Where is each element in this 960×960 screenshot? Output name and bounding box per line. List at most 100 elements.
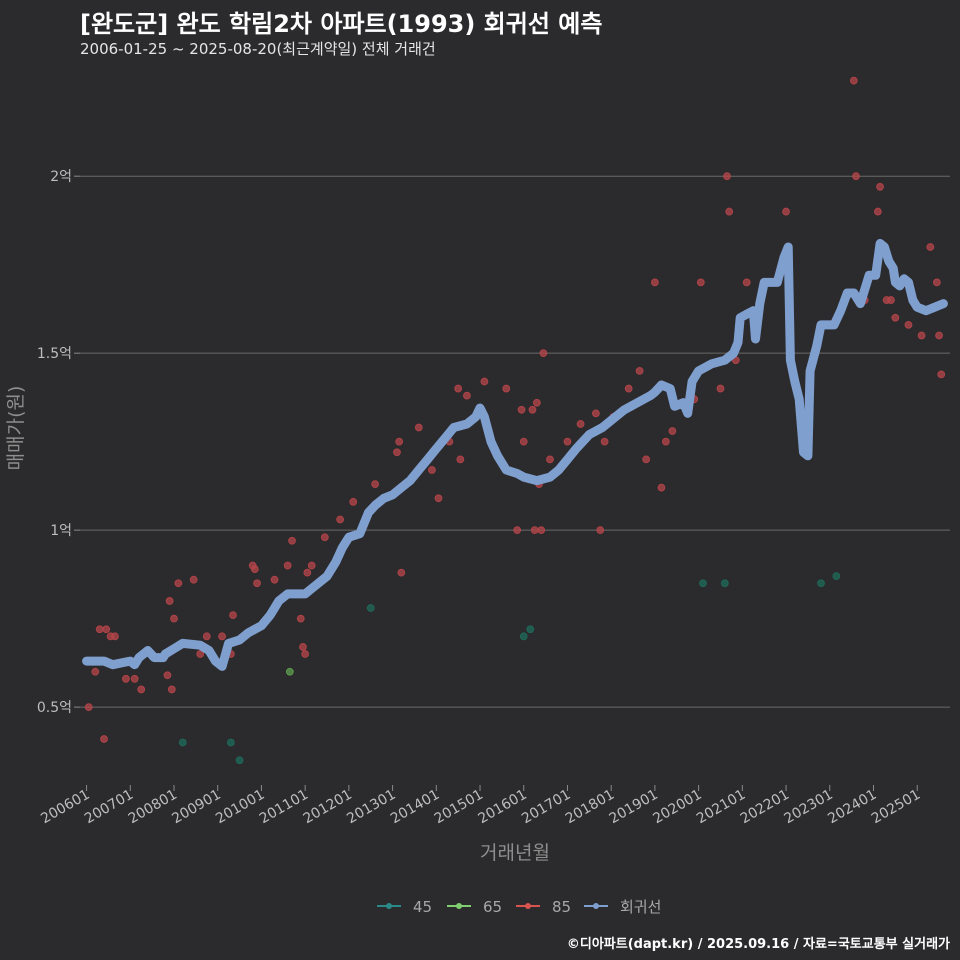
point-85 bbox=[532, 398, 541, 407]
point-85 bbox=[283, 561, 292, 570]
point-85 bbox=[102, 625, 111, 634]
point-85 bbox=[904, 320, 913, 329]
point-85 bbox=[95, 625, 104, 634]
point-85 bbox=[91, 667, 100, 676]
regression-line-path bbox=[82, 238, 948, 671]
point-85 bbox=[539, 349, 548, 358]
x-tick-label: 201201 bbox=[301, 787, 355, 828]
point-85 bbox=[887, 296, 895, 304]
x-tick-label: 201001 bbox=[213, 787, 267, 828]
point-85 bbox=[167, 685, 176, 694]
y-axis-ticks: 0.5억 1억 1.5억 2억 bbox=[37, 169, 80, 716]
point-85 bbox=[137, 685, 146, 694]
point-85 bbox=[299, 643, 307, 651]
point-85 bbox=[591, 409, 600, 418]
point-85 bbox=[530, 526, 539, 535]
point-45 bbox=[699, 579, 707, 588]
legend-key-85 bbox=[525, 903, 531, 909]
point-85 bbox=[642, 455, 651, 464]
point-45 bbox=[235, 756, 244, 765]
x-tick-label: 200901 bbox=[169, 787, 223, 828]
point-85 bbox=[661, 437, 670, 446]
x-tick-label: 201501 bbox=[432, 787, 486, 828]
x-tick-label: 201901 bbox=[607, 787, 661, 828]
point-85 bbox=[528, 405, 537, 414]
point-45 bbox=[720, 579, 729, 588]
point-85 bbox=[100, 735, 108, 743]
point-85 bbox=[657, 483, 666, 492]
point-85 bbox=[873, 207, 882, 216]
point-85 bbox=[668, 427, 677, 435]
point-85 bbox=[600, 437, 609, 446]
legend-label-65: 65 bbox=[483, 898, 502, 916]
point-85 bbox=[624, 384, 633, 393]
point-85 bbox=[513, 526, 522, 535]
point-85 bbox=[307, 561, 316, 570]
point-85 bbox=[932, 278, 941, 287]
regression-line bbox=[82, 238, 948, 671]
point-85 bbox=[414, 423, 423, 432]
x-tick-label: 201601 bbox=[475, 787, 529, 828]
point-85 bbox=[428, 466, 436, 474]
x-tick-label: 200801 bbox=[126, 787, 180, 828]
point-85 bbox=[696, 278, 705, 287]
x-tick-label: 200601 bbox=[38, 787, 92, 828]
point-85 bbox=[891, 313, 900, 322]
point-85 bbox=[519, 437, 528, 446]
point-85 bbox=[782, 207, 790, 216]
y-tick-label: 2억 bbox=[50, 169, 72, 185]
point-85 bbox=[122, 674, 130, 683]
point-85 bbox=[270, 575, 279, 584]
x-tick-label: 202101 bbox=[694, 787, 748, 828]
point-85 bbox=[395, 437, 404, 446]
chart-title: [완도군] 완도 학림2차 아파트(1993) 회귀선 예측 bbox=[80, 10, 603, 38]
point-85 bbox=[189, 575, 198, 584]
y-tick-label: 1억 bbox=[50, 523, 72, 539]
legend-label-회귀선: 회귀선 bbox=[620, 898, 661, 916]
x-tick-label: 202501 bbox=[869, 787, 923, 828]
point-85 bbox=[253, 579, 261, 588]
point-85 bbox=[130, 674, 139, 683]
point-85 bbox=[202, 632, 211, 641]
source-caption: ©디아파트(dapt.kr) / 2025.09.16 / 자료=국토교통부 실… bbox=[566, 937, 950, 952]
x-tick-label: 201801 bbox=[563, 787, 617, 828]
point-85 bbox=[301, 650, 310, 658]
point-85 bbox=[218, 632, 226, 641]
x-tick-label: 202301 bbox=[781, 787, 835, 828]
point-85 bbox=[296, 614, 305, 623]
point-85 bbox=[165, 597, 174, 605]
point-85 bbox=[937, 370, 946, 379]
legend-key-45 bbox=[386, 903, 392, 909]
point-85 bbox=[229, 611, 237, 619]
point-85 bbox=[463, 391, 471, 400]
point-85 bbox=[935, 331, 943, 340]
x-axis-ticks: 2006012007012008012009012010012011012012… bbox=[38, 785, 923, 827]
x-axis-title: 거래년월 bbox=[480, 842, 550, 864]
x-tick-label: 202001 bbox=[650, 787, 704, 828]
point-85 bbox=[650, 278, 659, 287]
x-tick-label: 201301 bbox=[344, 787, 398, 828]
point-85 bbox=[546, 455, 554, 464]
point-85 bbox=[852, 172, 860, 181]
point-65 bbox=[285, 667, 294, 676]
x-tick-label: 201701 bbox=[519, 787, 573, 828]
point-45 bbox=[226, 738, 235, 747]
point-85 bbox=[170, 614, 178, 623]
point-85 bbox=[434, 494, 443, 503]
gridlines bbox=[80, 175, 950, 708]
point-85 bbox=[725, 207, 734, 216]
x-tick-label: 201401 bbox=[388, 787, 442, 828]
legend-key-회귀선 bbox=[593, 903, 599, 909]
point-85 bbox=[917, 331, 926, 340]
point-85 bbox=[926, 243, 935, 251]
y-tick-label: 1.5억 bbox=[37, 346, 72, 362]
point-85 bbox=[196, 650, 205, 658]
point-45 bbox=[519, 632, 528, 641]
point-85 bbox=[456, 455, 465, 464]
point-85 bbox=[174, 579, 183, 588]
x-tick-label: 200701 bbox=[82, 787, 136, 828]
point-85 bbox=[849, 76, 858, 85]
legend: 45 65 85 회귀선 bbox=[377, 898, 661, 916]
point-85 bbox=[303, 568, 312, 577]
